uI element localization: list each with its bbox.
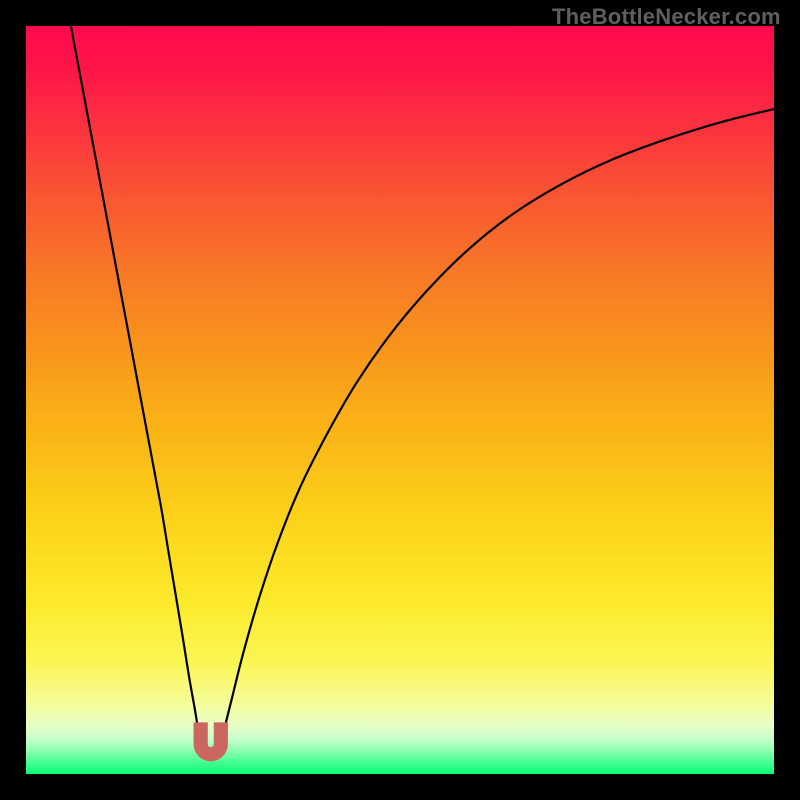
chart-svg bbox=[26, 26, 774, 774]
watermark-text: TheBottleNecker.com bbox=[552, 4, 781, 30]
gradient-background bbox=[26, 26, 774, 774]
plot-area bbox=[26, 26, 774, 774]
